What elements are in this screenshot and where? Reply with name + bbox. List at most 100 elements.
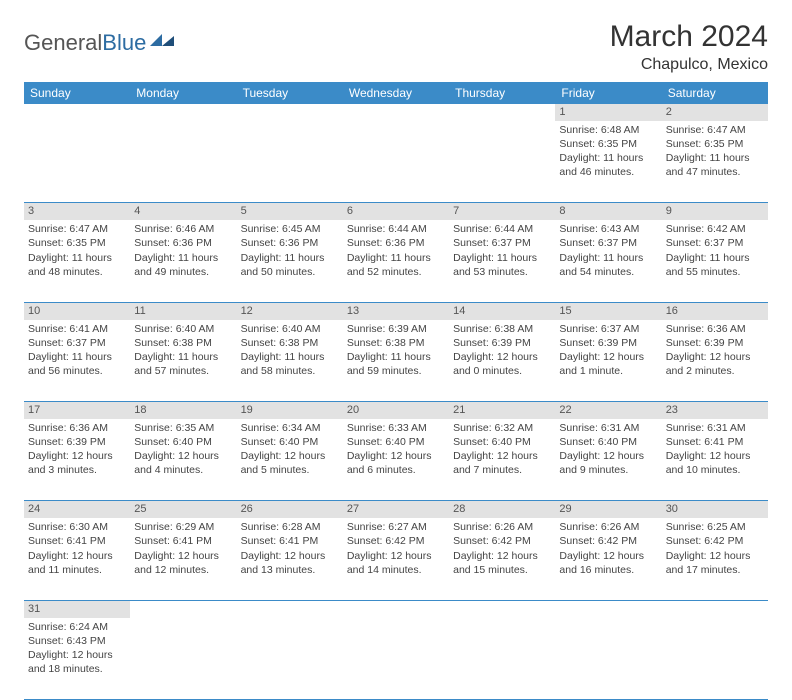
sunrise-text: Sunrise: 6:42 AM (666, 222, 764, 236)
daylight-text: and 57 minutes. (134, 364, 232, 378)
sunset-text: Sunset: 6:35 PM (28, 236, 126, 250)
day-number: 27 (343, 501, 449, 518)
daylight-text: Daylight: 11 hours (134, 350, 232, 364)
day-cell: Sunrise: 6:40 AMSunset: 6:38 PMDaylight:… (237, 320, 343, 402)
daylight-text: and 47 minutes. (666, 165, 764, 179)
daylight-text: Daylight: 12 hours (453, 449, 551, 463)
daylight-text: Daylight: 11 hours (666, 251, 764, 265)
weekday-header: Sunday (24, 82, 130, 104)
day-cell (449, 121, 555, 203)
day-number: 15 (555, 302, 661, 319)
calendar-table: Sunday Monday Tuesday Wednesday Thursday… (24, 82, 768, 700)
sunset-text: Sunset: 6:36 PM (134, 236, 232, 250)
daylight-text: and 14 minutes. (347, 563, 445, 577)
day-number: 25 (130, 501, 236, 518)
day-number: 23 (662, 402, 768, 419)
sunrise-text: Sunrise: 6:26 AM (559, 520, 657, 534)
sunrise-text: Sunrise: 6:43 AM (559, 222, 657, 236)
sunset-text: Sunset: 6:41 PM (666, 435, 764, 449)
sunrise-text: Sunrise: 6:30 AM (28, 520, 126, 534)
day-cell: Sunrise: 6:41 AMSunset: 6:37 PMDaylight:… (24, 320, 130, 402)
sunset-text: Sunset: 6:35 PM (559, 137, 657, 151)
sunset-text: Sunset: 6:38 PM (347, 336, 445, 350)
day-number: 6 (343, 203, 449, 220)
day-cell: Sunrise: 6:44 AMSunset: 6:37 PMDaylight:… (449, 220, 555, 302)
week-row: Sunrise: 6:41 AMSunset: 6:37 PMDaylight:… (24, 320, 768, 402)
sunset-text: Sunset: 6:39 PM (559, 336, 657, 350)
daylight-text: and 46 minutes. (559, 165, 657, 179)
day-cell: Sunrise: 6:37 AMSunset: 6:39 PMDaylight:… (555, 320, 661, 402)
day-cell: Sunrise: 6:36 AMSunset: 6:39 PMDaylight:… (662, 320, 768, 402)
day-number: 4 (130, 203, 236, 220)
daylight-text: Daylight: 12 hours (134, 449, 232, 463)
sunrise-text: Sunrise: 6:47 AM (28, 222, 126, 236)
header: GeneralBlue March 2024 Chapulco, Mexico (24, 20, 768, 74)
sunset-text: Sunset: 6:37 PM (453, 236, 551, 250)
day-number (343, 600, 449, 617)
day-number: 19 (237, 402, 343, 419)
daylight-text: and 59 minutes. (347, 364, 445, 378)
daylight-text: Daylight: 12 hours (28, 449, 126, 463)
day-cell: Sunrise: 6:26 AMSunset: 6:42 PMDaylight:… (555, 518, 661, 600)
weekday-header: Thursday (449, 82, 555, 104)
weekday-header-row: Sunday Monday Tuesday Wednesday Thursday… (24, 82, 768, 104)
daynum-row: 3456789 (24, 203, 768, 220)
sunrise-text: Sunrise: 6:40 AM (134, 322, 232, 336)
day-number: 28 (449, 501, 555, 518)
month-title: March 2024 (610, 20, 768, 54)
day-cell (237, 121, 343, 203)
daynum-row: 10111213141516 (24, 302, 768, 319)
sunrise-text: Sunrise: 6:36 AM (666, 322, 764, 336)
sunrise-text: Sunrise: 6:45 AM (241, 222, 339, 236)
day-number: 12 (237, 302, 343, 319)
day-cell: Sunrise: 6:31 AMSunset: 6:40 PMDaylight:… (555, 419, 661, 501)
daylight-text: and 50 minutes. (241, 265, 339, 279)
daylight-text: Daylight: 12 hours (666, 549, 764, 563)
sunset-text: Sunset: 6:40 PM (453, 435, 551, 449)
sunrise-text: Sunrise: 6:37 AM (559, 322, 657, 336)
sunrise-text: Sunrise: 6:44 AM (347, 222, 445, 236)
weekday-header: Monday (130, 82, 236, 104)
sunrise-text: Sunrise: 6:29 AM (134, 520, 232, 534)
day-number: 11 (130, 302, 236, 319)
weekday-header: Friday (555, 82, 661, 104)
sunset-text: Sunset: 6:41 PM (241, 534, 339, 548)
day-number: 2 (662, 104, 768, 121)
day-number: 29 (555, 501, 661, 518)
daylight-text: Daylight: 11 hours (134, 251, 232, 265)
day-number (343, 104, 449, 121)
sunset-text: Sunset: 6:42 PM (347, 534, 445, 548)
weekday-header: Tuesday (237, 82, 343, 104)
sunset-text: Sunset: 6:40 PM (347, 435, 445, 449)
week-row: Sunrise: 6:48 AMSunset: 6:35 PMDaylight:… (24, 121, 768, 203)
sunrise-text: Sunrise: 6:38 AM (453, 322, 551, 336)
sunset-text: Sunset: 6:36 PM (347, 236, 445, 250)
daylight-text: Daylight: 12 hours (347, 549, 445, 563)
daylight-text: Daylight: 12 hours (453, 549, 551, 563)
daylight-text: Daylight: 11 hours (666, 151, 764, 165)
daylight-text: and 52 minutes. (347, 265, 445, 279)
daylight-text: Daylight: 11 hours (241, 350, 339, 364)
day-number: 13 (343, 302, 449, 319)
daynum-row: 17181920212223 (24, 402, 768, 419)
daynum-row: 24252627282930 (24, 501, 768, 518)
day-number (555, 600, 661, 617)
daylight-text: Daylight: 12 hours (28, 549, 126, 563)
daylight-text: and 12 minutes. (134, 563, 232, 577)
daylight-text: Daylight: 12 hours (241, 549, 339, 563)
logo: GeneralBlue (24, 20, 176, 58)
daylight-text: Daylight: 11 hours (559, 151, 657, 165)
day-cell: Sunrise: 6:42 AMSunset: 6:37 PMDaylight:… (662, 220, 768, 302)
day-cell: Sunrise: 6:44 AMSunset: 6:36 PMDaylight:… (343, 220, 449, 302)
daylight-text: and 53 minutes. (453, 265, 551, 279)
daylight-text: and 6 minutes. (347, 463, 445, 477)
day-number (449, 104, 555, 121)
day-cell: Sunrise: 6:32 AMSunset: 6:40 PMDaylight:… (449, 419, 555, 501)
day-cell: Sunrise: 6:43 AMSunset: 6:37 PMDaylight:… (555, 220, 661, 302)
daynum-row: 31 (24, 600, 768, 617)
day-cell: Sunrise: 6:24 AMSunset: 6:43 PMDaylight:… (24, 618, 130, 700)
sunrise-text: Sunrise: 6:28 AM (241, 520, 339, 534)
sunrise-text: Sunrise: 6:35 AM (134, 421, 232, 435)
day-cell: Sunrise: 6:39 AMSunset: 6:38 PMDaylight:… (343, 320, 449, 402)
daylight-text: Daylight: 11 hours (241, 251, 339, 265)
